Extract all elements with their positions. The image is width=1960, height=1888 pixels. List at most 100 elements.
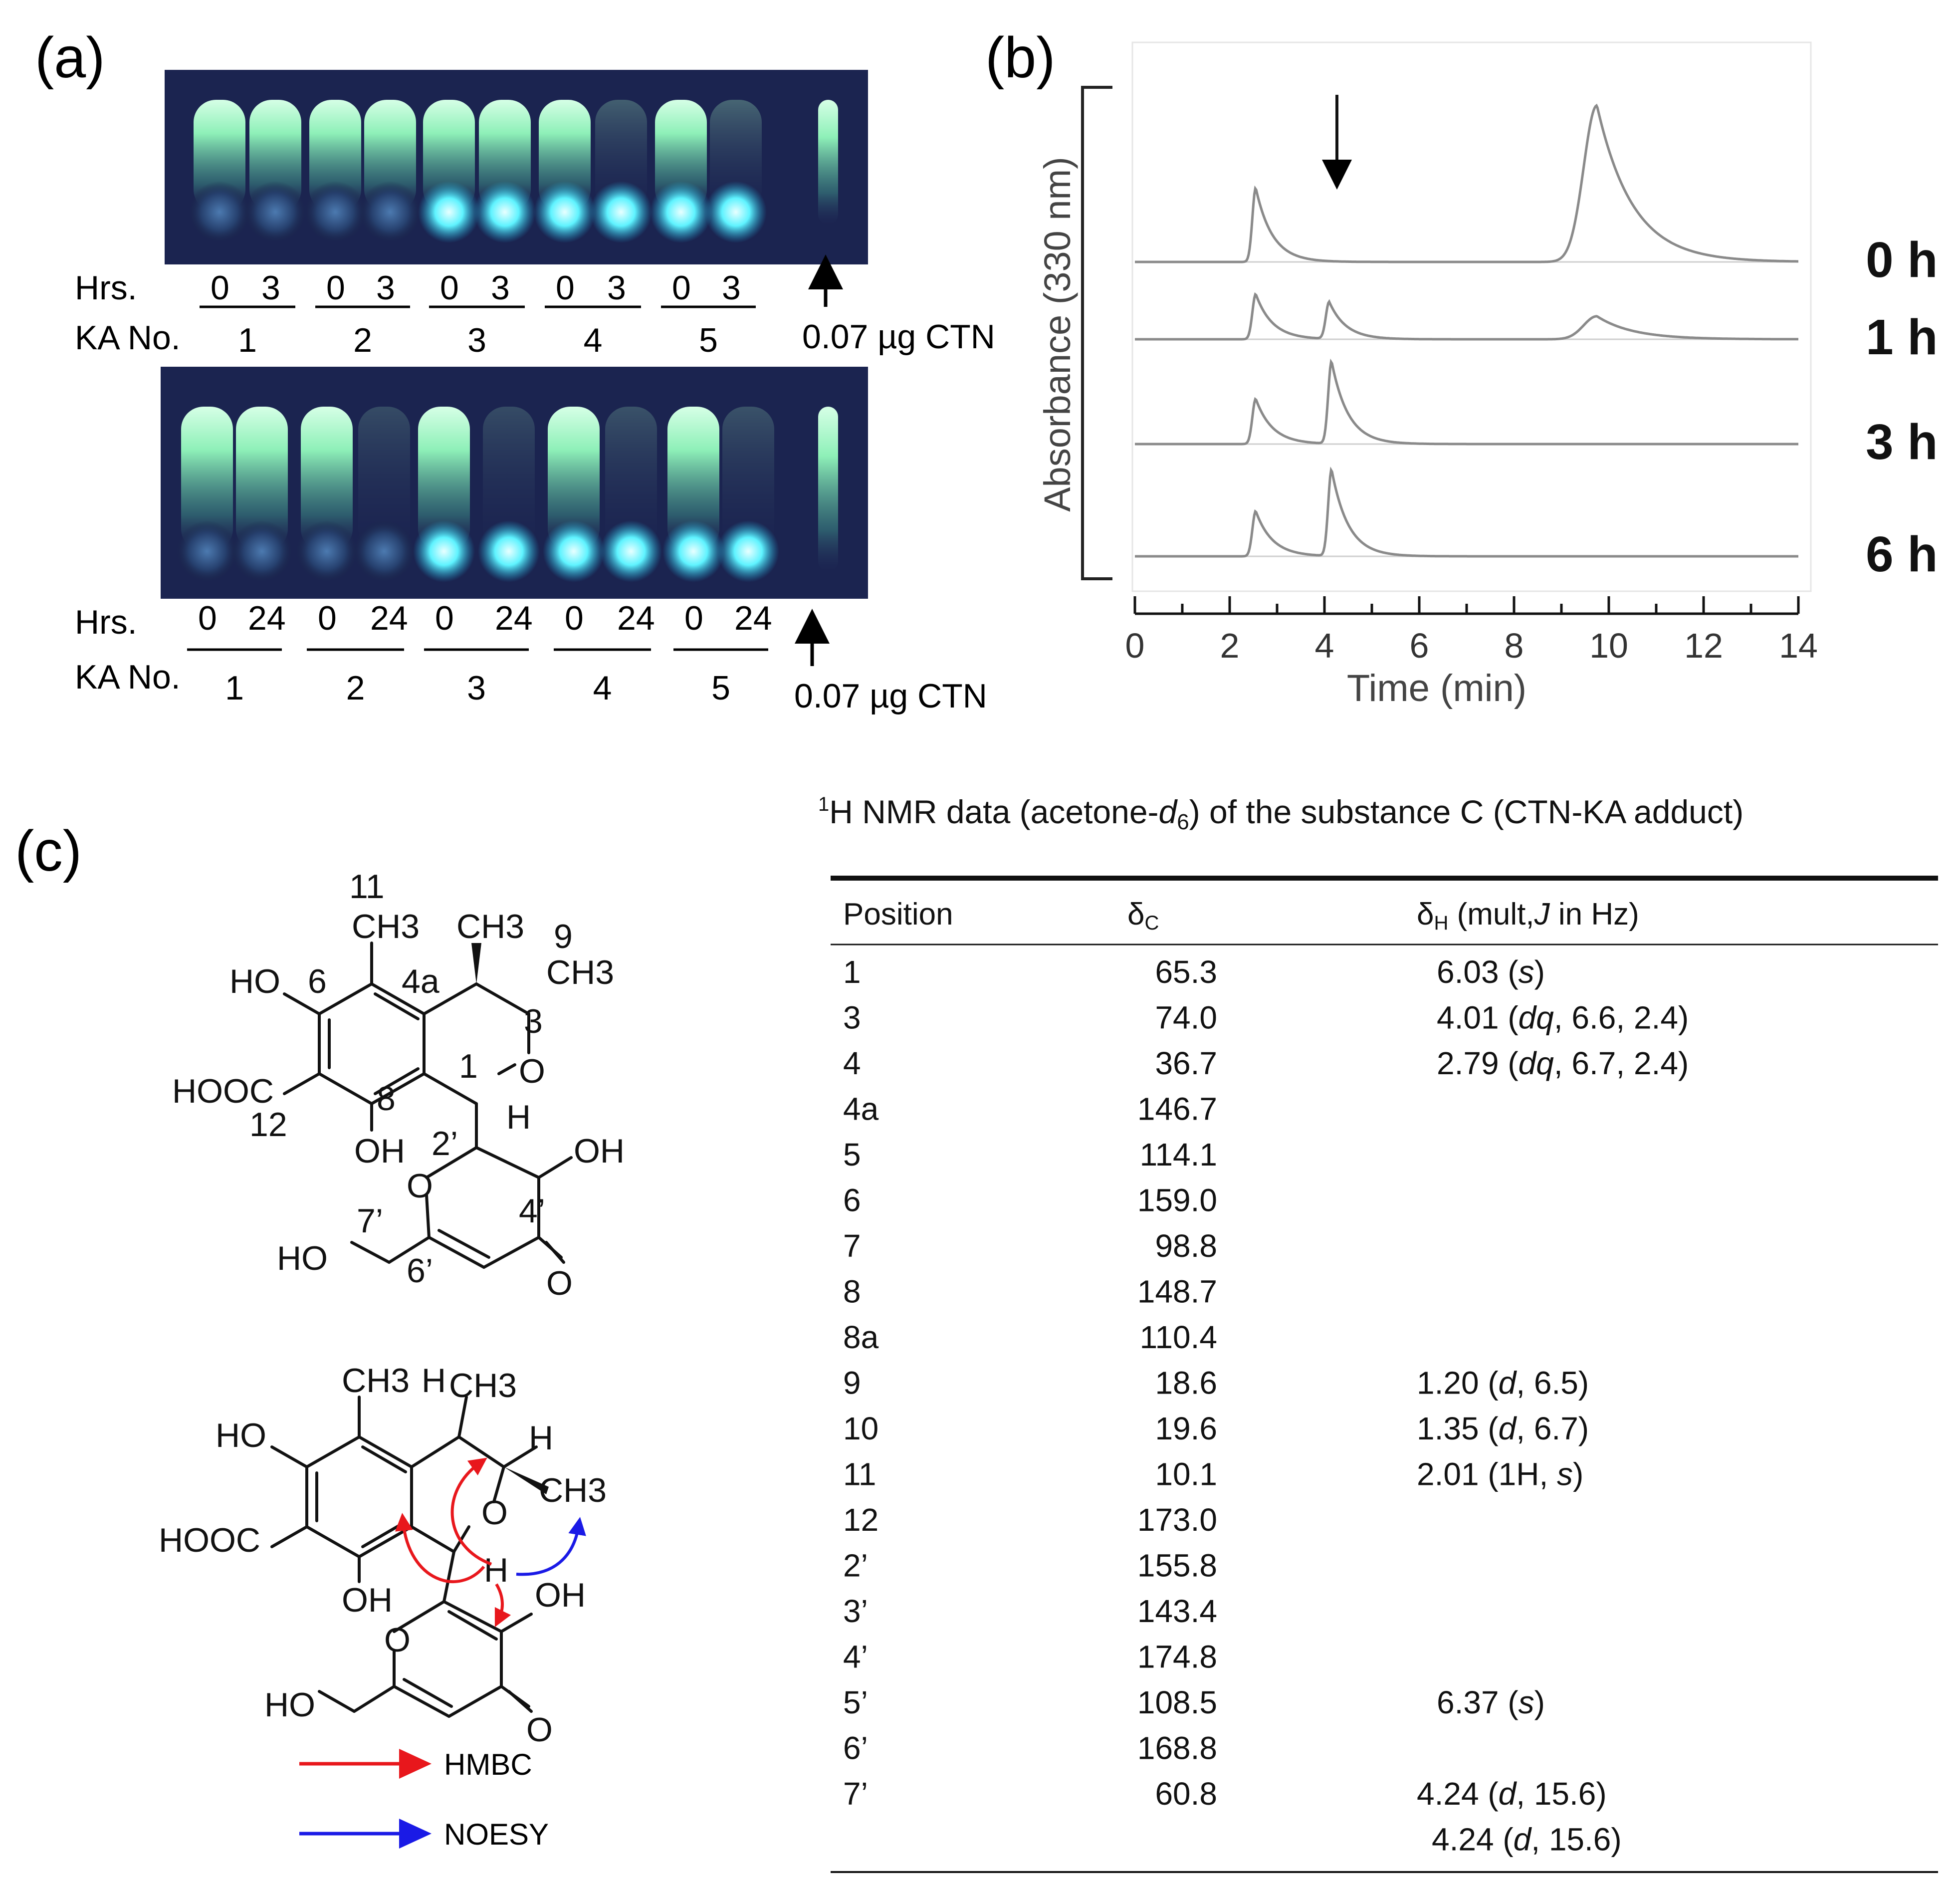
chromatogram-chart: Absorbance (330 nm) 0 h 1 h 3 h 6 h 0 2 4 6 8 10… bbox=[1037, 41, 1938, 709]
hmbc-arrow-2 bbox=[450, 1457, 492, 1566]
wedge-bond-top bbox=[471, 943, 481, 984]
ka-number: 4 bbox=[584, 321, 603, 359]
noesy-legend-label: NOESY bbox=[444, 1818, 549, 1851]
tlc-streak bbox=[483, 407, 535, 551]
cell-position: 7 bbox=[843, 1228, 861, 1264]
chart-background bbox=[1131, 41, 1812, 592]
table-row: 4’ 174.8 bbox=[843, 1639, 1217, 1675]
tlc-spot bbox=[474, 181, 536, 243]
cell-dc: 146.7 bbox=[1137, 1091, 1217, 1127]
noesy-arrow bbox=[516, 1517, 586, 1576]
svg-text:HO: HO bbox=[264, 1686, 315, 1724]
svg-text:O: O bbox=[546, 1264, 573, 1302]
structure-top-labels: 11 CH3 CH3 9 CH3 HO 6 4a 3 O 1 HOOC 8 H … bbox=[172, 868, 625, 1302]
hour-label: 0 bbox=[684, 599, 703, 637]
cell-dc: 155.8 bbox=[1137, 1548, 1217, 1584]
svg-text:1: 1 bbox=[459, 1047, 478, 1085]
cell-dc: 159.0 bbox=[1137, 1182, 1217, 1218]
table-row: 5’ 108.5 6.37 (s) bbox=[843, 1684, 1545, 1720]
svg-text:O: O bbox=[481, 1494, 508, 1532]
hour-label: 24 bbox=[617, 599, 655, 637]
hour-label: 0 bbox=[326, 269, 345, 307]
svg-text:7’: 7’ bbox=[357, 1202, 383, 1240]
tlc-streak bbox=[181, 407, 233, 551]
y-axis-label: Absorbance (330 nm) bbox=[1037, 157, 1078, 512]
col-header-position: Position bbox=[843, 897, 953, 932]
svg-text:3: 3 bbox=[524, 1002, 543, 1040]
tlc-spot bbox=[717, 520, 779, 582]
ka-number: 5 bbox=[711, 669, 730, 707]
svg-text:CH3: CH3 bbox=[342, 1362, 410, 1400]
cell-dh: 2.01 (1H, s) bbox=[1417, 1456, 1583, 1492]
tlc-spot bbox=[176, 520, 238, 582]
ka-number: 2 bbox=[346, 669, 365, 707]
table-row: 4.24 (d, 15.6) bbox=[1432, 1822, 1622, 1858]
table-row: 4a 146.7 bbox=[843, 1091, 1217, 1127]
tlc-plate-bottom bbox=[161, 367, 868, 599]
svg-text:H: H bbox=[529, 1419, 553, 1457]
svg-text:HO: HO bbox=[229, 962, 280, 1000]
cell-dh: 2.79 (dq, 6.7, 2.4) bbox=[1437, 1045, 1689, 1081]
noesy-legend-arrowhead bbox=[399, 1819, 432, 1849]
svg-text:9: 9 bbox=[554, 918, 573, 955]
tlc-spot bbox=[705, 181, 767, 243]
cell-dh: 4.24 (d, 15.6) bbox=[1417, 1776, 1607, 1812]
x-tick-label: 12 bbox=[1684, 626, 1723, 665]
table-row: 3 74.0 4.01 (dq, 6.6, 2.4) bbox=[843, 1000, 1689, 1036]
cell-dc: 65.3 bbox=[1155, 954, 1217, 990]
ka-number: 3 bbox=[467, 669, 486, 707]
tlc-streak bbox=[722, 407, 774, 551]
ka-label-top: KA No. bbox=[75, 319, 181, 357]
tlc-spot bbox=[353, 520, 415, 582]
table-row: 7’ 60.8 4.24 (d, 15.6) bbox=[843, 1776, 1607, 1812]
tlc-bottom-labels: Hrs. KA No. 0 24 0 24 0 24 0 24 0 24 1 2 3 4 5 0.07 µ… bbox=[75, 599, 987, 715]
structure-top bbox=[283, 942, 573, 1269]
trace-3h bbox=[1135, 358, 1798, 446]
hour-label: 0 bbox=[318, 599, 337, 637]
ka-number: 2 bbox=[353, 321, 372, 359]
table-row: 10 19.6 1.35 (d, 6.7) bbox=[843, 1411, 1589, 1446]
tlc-streak bbox=[236, 407, 288, 551]
svg-text:CH3: CH3 bbox=[449, 1367, 517, 1405]
cell-position: 9 bbox=[843, 1365, 861, 1401]
cell-position: 8a bbox=[843, 1319, 879, 1355]
wedge-bond-bottom bbox=[504, 1467, 549, 1494]
table-row: 11 10.1 2.01 (1H, s) bbox=[843, 1456, 1583, 1492]
trace-6h bbox=[1135, 467, 1798, 558]
nmr-table: 1H NMR data (acetone-d6) of the substanc… bbox=[818, 793, 1938, 1873]
ka-number: 3 bbox=[467, 321, 486, 359]
hour-label: 24 bbox=[734, 599, 772, 637]
bottom-ka-labels: 1 2 3 4 5 bbox=[225, 669, 730, 707]
svg-text:CH3: CH3 bbox=[539, 1471, 607, 1509]
cell-dh: 4.01 (dq, 6.6, 2.4) bbox=[1437, 1000, 1689, 1036]
tlc-streak bbox=[301, 407, 353, 551]
svg-text:6: 6 bbox=[308, 962, 327, 1000]
cell-dc: 148.7 bbox=[1137, 1274, 1217, 1310]
tlc-spot bbox=[359, 181, 421, 243]
tlc-streak bbox=[605, 407, 657, 551]
hmbc-legend-label: HMBC bbox=[444, 1748, 532, 1781]
svg-text:H: H bbox=[422, 1362, 446, 1400]
series-label: 3 h bbox=[1866, 414, 1938, 470]
tlc-spot bbox=[650, 181, 712, 243]
cell-position: 2’ bbox=[843, 1548, 868, 1584]
tlc-spot bbox=[296, 520, 358, 582]
tlc-plate-top bbox=[165, 70, 868, 264]
tlc-spot bbox=[231, 520, 293, 582]
svg-text:OH: OH bbox=[354, 1132, 405, 1170]
cell-position: 3’ bbox=[843, 1593, 868, 1629]
svg-text:HO: HO bbox=[216, 1416, 266, 1454]
table-row: 8 148.7 bbox=[843, 1274, 1217, 1310]
table-row: 2’ 155.8 bbox=[843, 1548, 1217, 1584]
cell-position: 5’ bbox=[843, 1684, 868, 1720]
table-row: 1 65.3 6.03 (s) bbox=[843, 954, 1545, 990]
tlc-spot bbox=[543, 520, 605, 582]
hrs-label-bottom: Hrs. bbox=[75, 603, 137, 641]
x-tick-label: 6 bbox=[1410, 626, 1429, 665]
table-header: Position δC δH (mult,J in Hz) bbox=[843, 897, 1639, 934]
cell-position: 12 bbox=[843, 1502, 878, 1538]
y-bracket bbox=[1081, 86, 1112, 580]
table-row: 9 18.6 1.20 (d, 6.5) bbox=[843, 1365, 1589, 1401]
svg-text:O: O bbox=[407, 1167, 433, 1205]
